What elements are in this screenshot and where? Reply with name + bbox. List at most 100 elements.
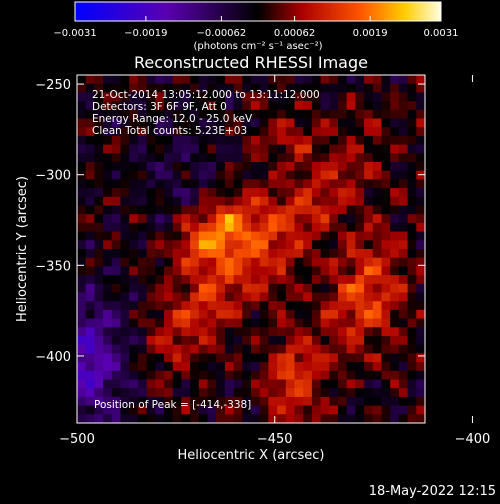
heatmap-cell (277, 188, 287, 198)
heatmap-cell (198, 135, 209, 146)
heatmap-cell (259, 240, 269, 250)
heatmap-cell (268, 109, 278, 120)
heatmap-cell (251, 231, 261, 241)
heatmap-cell (120, 205, 130, 215)
heatmap-cell (259, 222, 269, 233)
heatmap-cell (198, 118, 209, 128)
heatmap-cell (407, 336, 417, 346)
heatmap-cell (407, 222, 417, 233)
heatmap-cell (129, 109, 139, 120)
heatmap-cell (77, 75, 87, 85)
heatmap-cell (181, 388, 191, 398)
heatmap-cell (338, 388, 348, 398)
heatmap-cell (268, 275, 278, 285)
heatmap-cell (398, 327, 409, 337)
heatmap-cell (311, 179, 322, 189)
heatmap-cell (207, 83, 217, 93)
heatmap-cell (398, 101, 409, 111)
heatmap-cell (346, 231, 356, 241)
heatmap-cell (285, 257, 296, 267)
heatmap-cell (381, 318, 391, 328)
heatmap-cell (338, 109, 348, 120)
heatmap-cell (198, 214, 209, 224)
heatmap-cell (233, 153, 243, 163)
heatmap-cell (259, 162, 269, 172)
heatmap-cell (372, 83, 383, 93)
heatmap-cell (198, 283, 209, 294)
heatmap-cell (172, 344, 182, 354)
heatmap-cell (311, 362, 322, 372)
heatmap-cell (398, 388, 409, 398)
heatmap-cell (198, 336, 209, 346)
heatmap-cell (233, 75, 243, 85)
heatmap-cell (416, 301, 425, 311)
heatmap-cell (285, 283, 296, 294)
heatmap-cell (198, 205, 209, 215)
heatmap-cell (398, 231, 409, 241)
heatmap-cell (251, 118, 261, 128)
heatmap-cell (364, 101, 374, 111)
heatmap-cell (129, 301, 139, 311)
heatmap-cell (329, 301, 339, 311)
annotation-clean-counts: Clean Total counts: 5.23E+03 (92, 125, 247, 137)
heatmap-cell (268, 309, 278, 320)
heatmap-cell (198, 266, 209, 276)
heatmap-cell (216, 83, 226, 93)
heatmap-cell (181, 292, 191, 302)
heatmap-cell (207, 336, 217, 346)
heatmap-cell (137, 135, 148, 146)
y-tick-label: −300 (35, 169, 71, 184)
heatmap-cell (137, 344, 148, 354)
heatmap-cell (398, 92, 409, 102)
heatmap-cell (111, 257, 122, 267)
heatmap-cell (216, 231, 226, 241)
heatmap-cell (155, 414, 165, 423)
heatmap-cell (390, 327, 400, 337)
heatmap-cell (77, 83, 87, 93)
heatmap-cell (381, 83, 391, 93)
heatmap-cell (190, 283, 200, 294)
heatmap-cell (85, 92, 95, 102)
heatmap-cell (268, 362, 278, 372)
heatmap-cell (381, 292, 391, 302)
heatmap-cell (320, 257, 330, 267)
heatmap-cell (320, 127, 330, 137)
heatmap-cell (277, 388, 287, 398)
heatmap-cell (155, 127, 165, 137)
heatmap-cell (172, 109, 182, 120)
heatmap-cell (364, 118, 374, 128)
heatmap-cell (268, 370, 278, 381)
heatmap-cell (381, 75, 391, 85)
heatmap-cell (398, 379, 409, 389)
heatmap-cell (77, 249, 87, 259)
heatmap-cell (346, 240, 356, 250)
heatmap-cell (329, 336, 339, 346)
heatmap-cell (320, 283, 330, 294)
heatmap-cell (181, 266, 191, 276)
heatmap-cell (85, 75, 95, 85)
heatmap-cell (120, 162, 130, 172)
heatmap-cell (103, 327, 113, 337)
heatmap-cell (181, 414, 191, 423)
heatmap-cell (77, 370, 87, 381)
heatmap-cell (346, 370, 356, 381)
heatmap-cell (164, 388, 174, 398)
heatmap-cell (164, 266, 174, 276)
heatmap-cell (233, 92, 243, 102)
heatmap-cell (233, 179, 243, 189)
heatmap-cell (77, 231, 87, 241)
heatmap-cell (407, 196, 417, 207)
heatmap-cell (190, 101, 200, 111)
heatmap-cell (320, 222, 330, 233)
heatmap-cell (381, 388, 391, 398)
heatmap-cell (172, 388, 182, 398)
heatmap-cell (129, 196, 139, 207)
heatmap-cell (381, 257, 391, 267)
heatmap-cell (277, 231, 287, 241)
heatmap-cell (329, 327, 339, 337)
heatmap-cell (303, 388, 313, 398)
heatmap-cell (259, 266, 269, 276)
heatmap-cell (259, 344, 269, 354)
heatmap-cell (207, 231, 217, 241)
colorbar-tick-label: 0.00062 (274, 28, 315, 39)
